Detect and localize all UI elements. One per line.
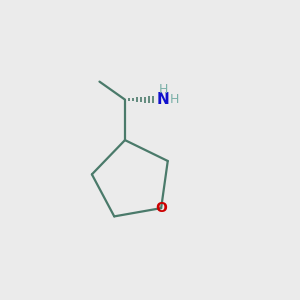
Text: H: H (158, 83, 168, 96)
Text: N: N (157, 92, 169, 107)
Text: H: H (170, 93, 179, 106)
Text: O: O (155, 201, 167, 215)
